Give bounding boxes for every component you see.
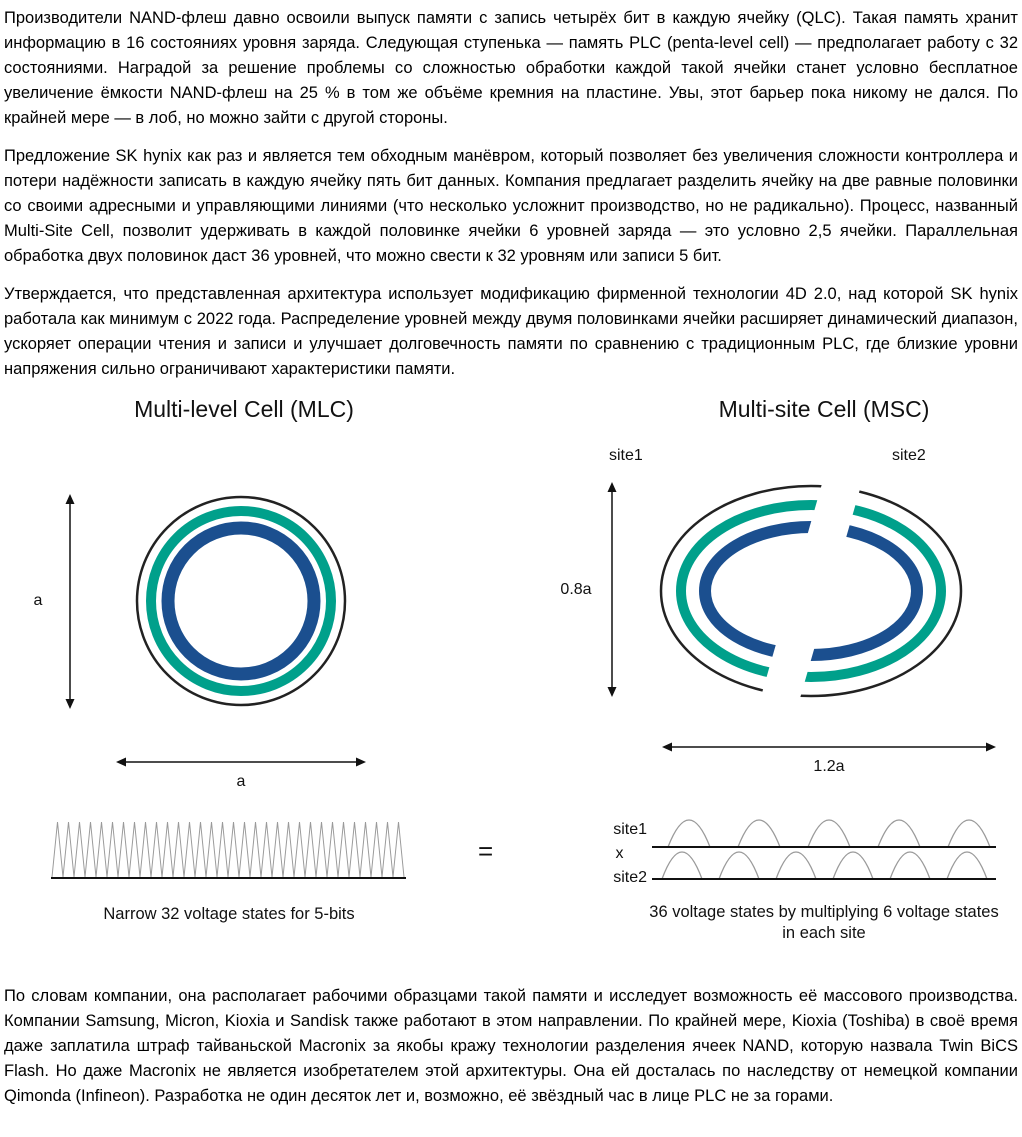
site2-label: site2	[892, 447, 926, 464]
site1-waveform	[652, 819, 996, 848]
mlc-height-label: a	[33, 592, 43, 609]
mlc-height-arrow	[65, 494, 75, 709]
article-paragraph-4: По словам компании, она располагает рабо…	[4, 987, 1018, 1105]
wave-site2-label: site2	[613, 869, 647, 886]
msc-height-label: 0.8a	[560, 581, 592, 598]
article-page: { "article": { "paragraphs": [ "Производ…	[4, 9, 1018, 1105]
msc-height-arrow	[607, 482, 617, 697]
wave-site1-label: site1	[613, 821, 647, 838]
mlc-cell-diagram	[135, 495, 347, 707]
msc-width-label: 1.2a	[813, 758, 845, 775]
equals-sign: =	[478, 836, 494, 866]
article-paragraph-2: Предложение SK hynix как раз и является …	[4, 147, 1018, 265]
article-paragraph-1: Производители NAND-флеш давно освоили вы…	[4, 9, 1018, 127]
msc-cell-diagram	[659, 436, 963, 746]
mlc-voltage-waveform	[51, 821, 406, 879]
mlc-width-label: a	[236, 773, 246, 790]
site2-waveform	[652, 851, 996, 880]
mlc-caption: Narrow 32 voltage states for 5-bits	[103, 905, 355, 923]
figure-mlc-msc-diagram: Multi-level Cell (MLC) Multi-site Cell (…	[4, 396, 1018, 966]
msc-width-arrow	[662, 742, 996, 752]
mlc-title: Multi-level Cell (MLC)	[134, 396, 354, 422]
mlc-width-arrow	[116, 757, 366, 767]
wave-x-label: x	[615, 845, 624, 862]
article-paragraph-3: Утверждается, что представленная архитек…	[4, 285, 1018, 378]
msc-title: Multi-site Cell (MSC)	[718, 396, 930, 422]
msc-caption: 36 voltage states by multiplying 6 volta…	[649, 903, 999, 942]
site1-label: site1	[609, 447, 643, 464]
